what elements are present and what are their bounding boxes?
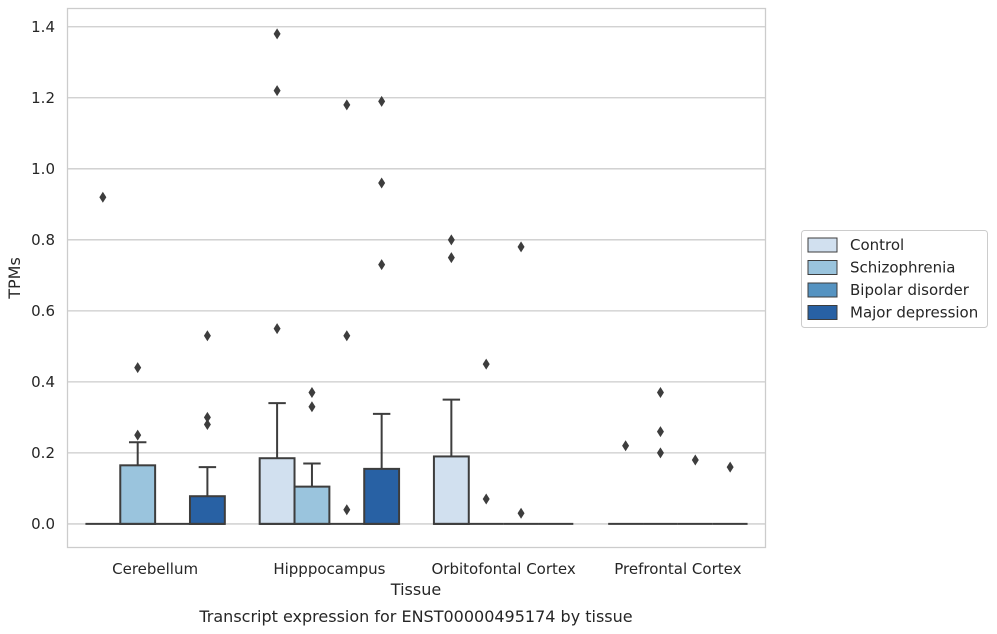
outlier-point	[273, 28, 281, 40]
outlier-point	[273, 85, 281, 97]
legend-swatch	[807, 260, 838, 275]
outlier-point	[656, 447, 664, 459]
outlier-point	[482, 358, 490, 370]
x-tick-label: Cerebellum	[112, 560, 198, 578]
y-tick-label: 1.2	[31, 89, 55, 107]
plot-area-frame	[66, 7, 767, 549]
outlier-point	[343, 504, 351, 516]
box	[363, 467, 401, 525]
outlier-point	[343, 330, 351, 342]
outlier-point	[378, 95, 386, 107]
series-schizophrenia	[119, 358, 678, 525]
legend-label: Major depression	[850, 304, 978, 322]
outlier-point	[726, 461, 734, 473]
y-tick-label: 0.2	[31, 444, 55, 462]
outlier-point	[517, 241, 525, 253]
x-axis-label: Tissue	[390, 580, 441, 599]
series-bipolar-disorder	[155, 99, 713, 525]
outlier-point	[482, 493, 490, 505]
legend-frame	[801, 230, 988, 328]
outlier-point	[447, 252, 455, 264]
legend-label: Control	[850, 236, 904, 254]
box	[432, 455, 470, 525]
x-tick-label: Hipppocampus	[273, 560, 385, 578]
outlier-point	[308, 387, 316, 399]
outlier-point	[203, 411, 211, 423]
x-tick-label: Prefrontal Cortex	[614, 560, 741, 578]
x-tick-label: Orbitofontal Cortex	[432, 560, 576, 578]
outlier-point	[308, 401, 316, 413]
outlier-point	[378, 259, 386, 271]
x-axis-ticks: Cerebellum Hipppocampus Orbitofontal Corte…	[112, 560, 741, 578]
outlier-point	[656, 387, 664, 399]
outlier-point	[447, 234, 455, 246]
y-tick-label: 0.8	[31, 231, 55, 249]
legend-swatch	[807, 237, 838, 253]
box	[293, 485, 331, 525]
outlier-point	[134, 362, 142, 374]
outlier-point	[343, 99, 351, 111]
series-control	[85, 28, 644, 525]
outlier-point	[622, 440, 630, 452]
outlier-point	[656, 426, 664, 438]
box	[119, 464, 157, 525]
outlier-point	[203, 418, 211, 430]
series-major-depression	[188, 95, 748, 525]
y-tick-label: 0.0	[31, 515, 55, 533]
y-axis-ticks: 0.0 0.2 0.4 0.6 0.8 1.0 1.2 1.4	[31, 18, 55, 533]
figure-caption: Transcript expression for ENST0000049517…	[198, 607, 632, 626]
outlier-point	[517, 507, 525, 519]
outlier-point	[273, 323, 281, 335]
y-tick-label: 0.4	[31, 373, 55, 391]
outlier-point	[691, 454, 699, 466]
legend: Control Schizophrenia Bipolar disorder Majo…	[801, 230, 988, 328]
box	[188, 495, 226, 525]
legend-swatch	[807, 282, 838, 298]
outlier-point	[378, 177, 386, 189]
outlier-point	[134, 429, 142, 441]
y-axis-label: TPMs	[5, 257, 24, 300]
legend-label: Bipolar disorder	[850, 281, 970, 299]
y-tick-label: 0.6	[31, 302, 55, 320]
box	[258, 457, 296, 525]
outlier-point	[99, 191, 107, 203]
box-plot-series	[85, 28, 748, 525]
legend-swatch	[807, 305, 838, 320]
y-tick-label: 1.0	[31, 160, 55, 178]
y-tick-label: 1.4	[31, 18, 55, 36]
gridlines	[68, 26, 765, 525]
outlier-point	[203, 330, 211, 342]
legend-label: Schizophrenia	[850, 259, 955, 277]
